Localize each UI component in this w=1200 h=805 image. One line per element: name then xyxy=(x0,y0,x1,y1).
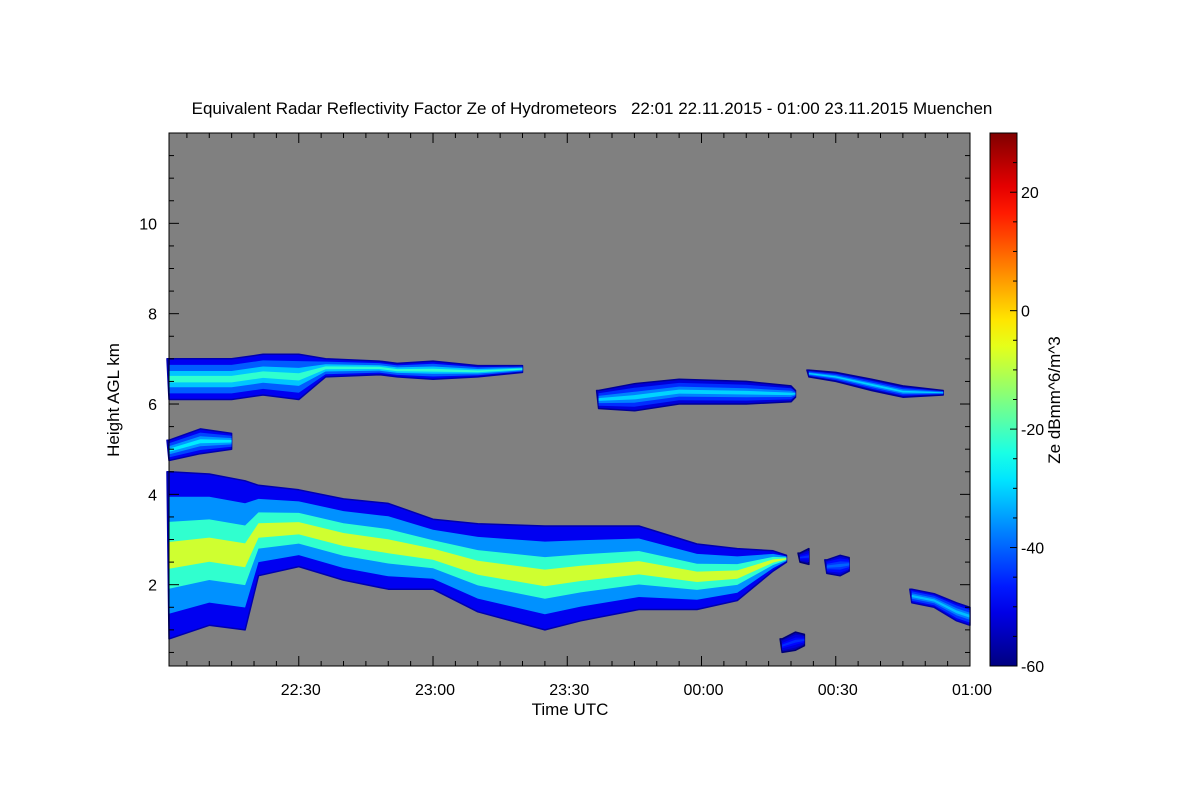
colorbar-tick-label: 20 xyxy=(1021,185,1039,202)
x-tick-label: 23:00 xyxy=(415,682,455,699)
cloud-upper-layer-late xyxy=(806,369,944,398)
plot-frame xyxy=(168,132,971,667)
cloud-region xyxy=(800,555,809,559)
cloud-upper-layer-early xyxy=(166,353,524,401)
y-tick-label: 6 xyxy=(148,397,157,414)
cloud-patch-0030 xyxy=(824,554,850,577)
y-tick-label: 8 xyxy=(148,307,157,324)
x-axis-label: Time UTC xyxy=(532,700,609,719)
colorbar-label: Ze dBmm^6/m^3 xyxy=(1045,336,1064,463)
cloud-region xyxy=(169,366,523,383)
cloud-region xyxy=(808,372,944,394)
x-tick-label: 00:30 xyxy=(818,682,858,699)
x-tick-label: 00:00 xyxy=(683,682,723,699)
cloud-layers xyxy=(166,353,971,654)
colorbar-tick-label: -20 xyxy=(1021,422,1044,439)
cloud-main-lower-layer xyxy=(166,471,788,640)
y-tick-label: 4 xyxy=(148,487,157,504)
colorbar xyxy=(989,132,1018,667)
cloud-region xyxy=(169,439,232,452)
cloud-upper-layer-mid xyxy=(595,378,797,412)
cloud-region xyxy=(911,594,970,618)
colorbar-tick-label: 0 xyxy=(1021,304,1030,321)
colorbar-tick-label: -60 xyxy=(1021,659,1044,676)
cloud-region xyxy=(598,386,796,404)
cloud-patch-0020-low xyxy=(779,631,806,654)
cloud-layer-5km xyxy=(166,428,233,462)
y-tick-label: 2 xyxy=(148,578,157,595)
chart-title: Equivalent Radar Reflectivity Factor Ze … xyxy=(192,99,993,118)
x-tick-label: 23:30 xyxy=(549,682,589,699)
axes: 22:30 23:00 23:30 00:00 00:30 01:00 2 4 6 8 10 xyxy=(139,132,992,699)
y-axis-label: Height AGL km xyxy=(104,343,123,457)
cloud-region xyxy=(782,639,805,647)
x-tick-label: 01:00 xyxy=(952,682,992,699)
cloud-patch-0050 xyxy=(909,588,971,627)
cloud-region xyxy=(808,373,944,394)
x-tick-label: 22:30 xyxy=(281,682,321,699)
colorbar-axis: -60 -40 -20 0 20 xyxy=(1010,132,1044,676)
cloud-region xyxy=(598,389,796,401)
cloud-patch-0018 xyxy=(797,547,810,566)
colorbar-tick-label: -40 xyxy=(1021,541,1044,558)
y-tick-label: 10 xyxy=(139,216,157,233)
cloud-region xyxy=(826,563,850,568)
cloud-region xyxy=(169,522,787,587)
